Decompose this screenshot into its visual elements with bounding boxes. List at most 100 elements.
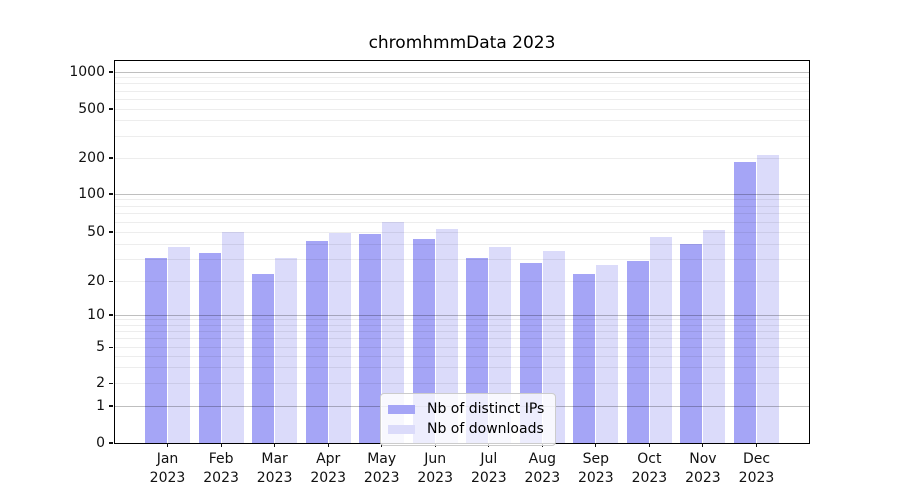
gridline-minor	[115, 324, 809, 326]
gridline-minor	[115, 199, 809, 201]
gridline-minor	[115, 205, 809, 207]
y-tick-mark	[109, 346, 113, 348]
bar-may-downloads	[382, 222, 405, 443]
y-tick-mark	[109, 280, 113, 282]
gridline-major	[115, 71, 809, 73]
plot-area: Nb of distinct IPs Nb of downloads	[114, 60, 810, 446]
x-tick-mark	[274, 443, 276, 447]
bar-nov-downloads	[703, 229, 726, 443]
gridline-minor	[115, 83, 809, 85]
x-tick-label: Dec 2023	[738, 451, 775, 486]
y-tick-label: 200	[78, 150, 105, 166]
x-tick-mark	[648, 443, 650, 447]
bar-mar-distinct-ips	[252, 273, 275, 443]
y-tick-mark	[109, 442, 113, 444]
y-tick-label: 2	[96, 375, 105, 392]
y-tick-label: 10	[87, 307, 105, 323]
chart-title: chromhmmData 2023	[368, 33, 556, 53]
y-tick-label: 100	[78, 186, 105, 202]
gridline-minor	[115, 98, 809, 100]
legend: Nb of distinct IPs Nb of downloads	[380, 393, 557, 446]
x-tick-label: May 2023	[363, 451, 400, 486]
y-tick-mark	[109, 157, 113, 159]
gridline-minor	[115, 355, 809, 357]
bar-feb-downloads	[221, 232, 244, 443]
y-tick-mark	[109, 71, 113, 73]
gridline-minor	[115, 259, 809, 260]
x-tick-mark	[327, 443, 329, 447]
gridline-minor	[115, 243, 809, 245]
gridline-minor	[115, 90, 809, 92]
bar-oct-distinct-ips	[626, 261, 649, 443]
bar-dec-distinct-ips	[733, 162, 756, 443]
gridline-major	[115, 193, 809, 195]
x-tick-label: Oct 2023	[631, 451, 668, 486]
x-tick-label: Aug 2023	[524, 451, 561, 486]
y-tick-label: 20	[87, 273, 105, 290]
grid-layer	[115, 61, 809, 443]
bar-dec-downloads	[756, 155, 779, 443]
gridline-minor	[115, 221, 809, 223]
gridline-minor	[115, 338, 809, 340]
y-tick-mark	[109, 405, 113, 407]
x-tick-label: Sep 2023	[577, 451, 614, 486]
bar-sep-downloads	[596, 265, 619, 443]
gridline-minor	[115, 366, 809, 368]
bar-nov-distinct-ips	[680, 244, 703, 443]
x-tick-mark	[220, 443, 222, 447]
x-tick-label: Jun 2023	[417, 451, 453, 486]
x-tick-label: Apr 2023	[310, 451, 346, 486]
x-tick-label: Feb 2023	[203, 451, 239, 486]
y-tick-mark	[109, 193, 113, 195]
x-tick-mark	[595, 443, 597, 447]
x-tick-label: Jul 2023	[470, 451, 507, 486]
y-tick-label: 1000	[69, 64, 105, 80]
x-tick-label: Nov 2023	[685, 451, 721, 486]
y-tick-label: 0	[96, 435, 105, 451]
bar-mar-downloads	[275, 257, 298, 443]
y-tick-mark	[109, 382, 113, 384]
bar-may-distinct-ips	[359, 234, 382, 443]
bar-apr-downloads	[328, 233, 351, 443]
legend-label-distinct-ips: Nb of distinct IPs	[427, 401, 545, 417]
gridline-minor	[115, 231, 809, 233]
gridline-minor	[115, 77, 809, 79]
x-tick-label: Jan 2023	[149, 451, 186, 486]
bar-feb-distinct-ips	[198, 252, 221, 443]
gridline-minor	[115, 120, 809, 122]
gridline-minor	[115, 108, 809, 110]
gridline-minor	[115, 213, 809, 215]
bar-jan-distinct-ips	[145, 257, 168, 443]
x-tick-mark	[755, 443, 758, 447]
y-tick-label: 5	[96, 339, 105, 356]
x-tick-mark	[702, 443, 704, 447]
y-tick-mark	[109, 231, 113, 233]
gridline-minor	[115, 382, 809, 384]
legend-item-distinct-ips: Nb of distinct IPs	[388, 399, 544, 419]
gridline-minor	[115, 280, 809, 282]
bar-jun-downloads	[435, 228, 458, 443]
x-tick-label: Mar 2023	[256, 451, 293, 486]
gridline-minor	[115, 135, 809, 137]
gridline-major	[115, 314, 809, 316]
gridline-minor	[115, 157, 809, 159]
y-tick-mark	[109, 314, 113, 316]
bar-jan-downloads	[168, 246, 191, 443]
y-tick-label: 500	[78, 101, 105, 117]
legend-swatch-downloads	[388, 424, 415, 434]
legend-item-downloads: Nb of downloads	[388, 419, 544, 439]
gridline-minor	[115, 346, 809, 348]
y-tick-mark	[109, 108, 113, 110]
bar-apr-distinct-ips	[305, 241, 328, 443]
legend-label-downloads: Nb of downloads	[427, 421, 544, 437]
bar-oct-downloads	[649, 236, 672, 443]
x-tick-mark	[166, 443, 169, 447]
y-tick-label: 1	[96, 398, 105, 414]
gridline-minor	[115, 331, 809, 333]
legend-swatch-distinct-ips	[388, 404, 415, 414]
bar-jun-distinct-ips	[412, 238, 435, 443]
bar-sep-distinct-ips	[573, 273, 596, 443]
y-tick-label: 50	[87, 224, 105, 240]
gridline-minor	[115, 319, 809, 321]
